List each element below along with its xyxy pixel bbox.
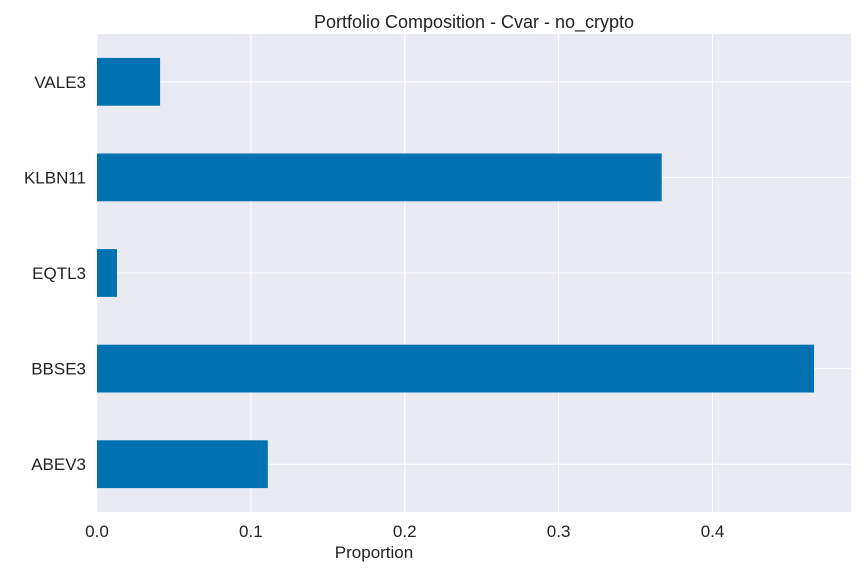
chart-title: Portfolio Composition - Cvar - no_crypto [314,12,634,33]
bar-abev3 [97,440,268,489]
bar-vale3 [97,57,161,106]
bars [97,57,815,489]
y-tick-label: BBSE3 [31,360,86,379]
bar-klbn11 [97,153,662,202]
bar-bbse3 [97,344,815,393]
x-tick-label: 0.1 [239,522,263,541]
y-tick-label: KLBN11 [24,168,86,187]
bar-eqtl3 [97,249,118,297]
x-tick-label: 0.3 [547,522,571,541]
y-tick-labels: ABEV3 BBSE3 EQTL3 KLBN11 VALE3 [24,73,86,474]
x-axis-label: Proportion [335,543,413,562]
y-tick-label: EQTL3 [32,264,86,283]
x-tick-label: 0.4 [701,522,725,541]
y-tick-label: ABEV3 [31,455,86,474]
x-tick-label: 0.2 [393,522,417,541]
y-tick-label: VALE3 [34,73,86,92]
x-tick-label: 0.0 [85,522,109,541]
x-tick-labels: 0.0 0.1 0.2 0.3 0.4 [85,522,724,541]
